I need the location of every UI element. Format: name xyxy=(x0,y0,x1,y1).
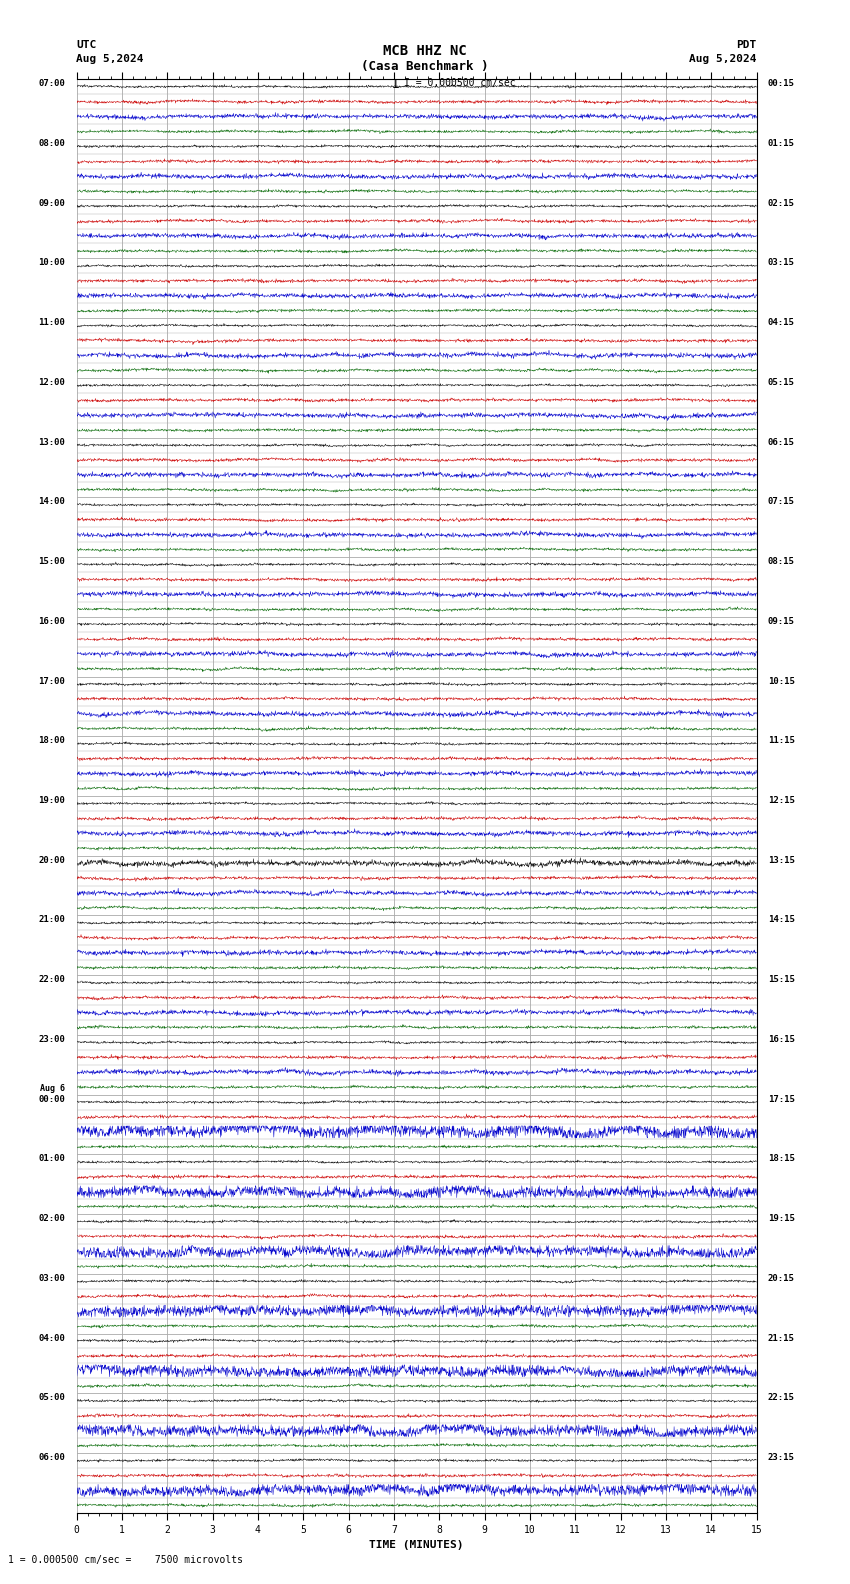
Text: 06:15: 06:15 xyxy=(768,437,795,447)
Text: 01:00: 01:00 xyxy=(38,1155,65,1163)
Text: 16:15: 16:15 xyxy=(768,1034,795,1044)
Text: UTC: UTC xyxy=(76,40,97,49)
Text: (Casa Benchmark ): (Casa Benchmark ) xyxy=(361,60,489,73)
Text: 04:15: 04:15 xyxy=(768,318,795,328)
Text: 07:00: 07:00 xyxy=(38,79,65,89)
Text: 15:00: 15:00 xyxy=(38,558,65,565)
Text: 00:00: 00:00 xyxy=(38,1095,65,1104)
Text: Aug 5,2024: Aug 5,2024 xyxy=(689,54,756,63)
Text: I = 0.000500 cm/sec: I = 0.000500 cm/sec xyxy=(404,78,515,87)
Text: 20:00: 20:00 xyxy=(38,855,65,865)
Text: PDT: PDT xyxy=(736,40,756,49)
Text: 12:00: 12:00 xyxy=(38,379,65,386)
Text: 23:00: 23:00 xyxy=(38,1034,65,1044)
Text: 10:15: 10:15 xyxy=(768,676,795,686)
Text: 14:15: 14:15 xyxy=(768,916,795,925)
Text: 13:15: 13:15 xyxy=(768,855,795,865)
Text: I: I xyxy=(392,78,399,90)
Text: 20:15: 20:15 xyxy=(768,1274,795,1283)
Text: 17:15: 17:15 xyxy=(768,1095,795,1104)
Text: 22:00: 22:00 xyxy=(38,976,65,984)
Text: 13:00: 13:00 xyxy=(38,437,65,447)
Text: MCB HHZ NC: MCB HHZ NC xyxy=(383,44,467,59)
Text: Aug 5,2024: Aug 5,2024 xyxy=(76,54,144,63)
Text: 14:00: 14:00 xyxy=(38,497,65,507)
Text: 01:15: 01:15 xyxy=(768,139,795,147)
Text: 17:00: 17:00 xyxy=(38,676,65,686)
Text: 05:00: 05:00 xyxy=(38,1394,65,1402)
Text: 23:15: 23:15 xyxy=(768,1453,795,1462)
Text: 22:15: 22:15 xyxy=(768,1394,795,1402)
Text: 15:15: 15:15 xyxy=(768,976,795,984)
Text: 18:15: 18:15 xyxy=(768,1155,795,1163)
Text: 11:15: 11:15 xyxy=(768,737,795,744)
Text: 18:00: 18:00 xyxy=(38,737,65,744)
Text: 21:00: 21:00 xyxy=(38,916,65,925)
Text: 05:15: 05:15 xyxy=(768,379,795,386)
Text: 03:00: 03:00 xyxy=(38,1274,65,1283)
Text: 21:15: 21:15 xyxy=(768,1334,795,1343)
Text: 08:15: 08:15 xyxy=(768,558,795,565)
Text: 06:00: 06:00 xyxy=(38,1453,65,1462)
Text: 09:00: 09:00 xyxy=(38,198,65,208)
Text: 08:00: 08:00 xyxy=(38,139,65,147)
Text: 1 = 0.000500 cm/sec =    7500 microvolts: 1 = 0.000500 cm/sec = 7500 microvolts xyxy=(8,1555,243,1565)
Text: Aug 6: Aug 6 xyxy=(40,1083,65,1093)
Text: 00:15: 00:15 xyxy=(768,79,795,89)
Text: 12:15: 12:15 xyxy=(768,795,795,805)
Text: 11:00: 11:00 xyxy=(38,318,65,328)
Text: 16:00: 16:00 xyxy=(38,616,65,626)
Text: 02:00: 02:00 xyxy=(38,1213,65,1223)
Text: 02:15: 02:15 xyxy=(768,198,795,208)
Text: 07:15: 07:15 xyxy=(768,497,795,507)
Text: 19:00: 19:00 xyxy=(38,795,65,805)
Text: 19:15: 19:15 xyxy=(768,1213,795,1223)
Text: 10:00: 10:00 xyxy=(38,258,65,268)
Text: 03:15: 03:15 xyxy=(768,258,795,268)
Text: 04:00: 04:00 xyxy=(38,1334,65,1343)
Text: 09:15: 09:15 xyxy=(768,616,795,626)
X-axis label: TIME (MINUTES): TIME (MINUTES) xyxy=(369,1540,464,1551)
